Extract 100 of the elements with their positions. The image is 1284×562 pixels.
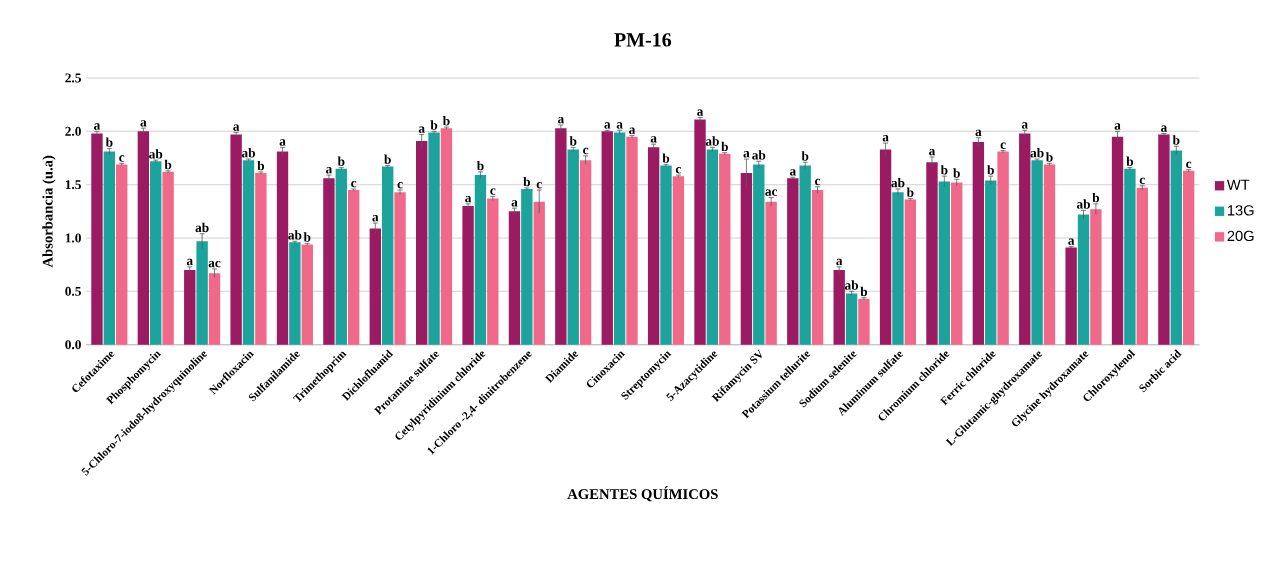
bar [1182,170,1195,345]
bar [1031,160,1043,345]
data-label: b [801,151,809,161]
bar [555,128,567,345]
data-label: b [987,165,994,175]
bar [428,132,440,345]
bar [613,132,626,345]
data-label: c [1186,161,1192,169]
bar [997,151,1009,345]
bar [1065,247,1077,345]
data-label: ab [149,149,163,159]
data-label: a [1068,238,1075,245]
data-label: ac [765,189,778,196]
bar [1090,209,1102,345]
bar [972,142,985,345]
bar [833,270,845,345]
data-label: b [569,136,577,146]
data-label: ac [208,260,221,268]
y-tick-label: 2.0 [65,126,81,136]
bar [938,181,951,345]
bar [579,160,592,345]
bar [706,149,719,345]
data-label: a [604,122,611,129]
bar [487,198,499,345]
data-label: a [697,109,704,116]
bar [335,168,347,345]
bar [323,178,335,345]
bar [1019,133,1031,345]
data-label: c [536,181,542,189]
data-label: b [860,286,868,297]
chart-title: PM-16 [614,33,672,47]
y-tick-label: 2.5 [65,73,81,83]
data-label: a [1114,123,1121,130]
data-label: b [337,156,345,166]
data-label: a [418,126,425,133]
data-label: a [1161,125,1168,132]
data-label: b [257,160,265,171]
bar [672,176,685,345]
data-label: ab [241,148,256,158]
data-label: a [929,148,936,156]
bar [184,270,196,345]
legend-label: 20G [1227,230,1254,242]
data-label: b [1045,152,1053,162]
data-label: c [1000,142,1006,149]
bar [162,171,174,345]
bar [647,147,660,345]
data-label: b [940,165,948,175]
data-label: b [1126,156,1134,166]
data-label: a [465,195,472,203]
data-label: b [442,116,450,126]
bar [858,298,870,345]
bar [462,206,474,345]
data-label: a [372,215,379,222]
bar [116,164,128,345]
data-label: c [675,167,681,174]
bar [879,149,892,345]
bar [242,160,255,345]
y-tick-label: 1.5 [65,180,81,190]
data-label: ab [1076,199,1091,209]
data-label: a [650,136,657,143]
bar [1136,187,1148,345]
bar [926,162,938,345]
data-label: b [662,153,670,163]
data-label: a [140,120,147,127]
bar [845,293,858,345]
bar [416,140,428,345]
bar [567,149,579,345]
data-label: ab [195,222,209,233]
data-label: ab [844,280,859,290]
bar [1043,164,1056,345]
data-label: b [523,176,531,187]
bar [381,166,394,345]
y-axis-title: Absorbancia (u.a) [42,155,56,268]
data-label: b [906,187,914,197]
data-label: a [1021,122,1028,129]
data-label: ab [1030,148,1044,158]
data-label: c [583,147,589,155]
bar [626,136,638,345]
x-axis-title: AGENTES QUÍMICOS [567,486,718,502]
bar [137,131,150,345]
bar [508,211,521,345]
bar [904,199,917,345]
bar [719,153,731,345]
bar [230,134,242,345]
bar [1158,134,1170,345]
bar [811,190,824,345]
bar [765,201,777,345]
data-label: b [164,159,172,170]
bar [1124,168,1136,345]
data-label: b [953,168,960,178]
data-label: b [384,154,391,164]
data-label: b [1092,192,1100,203]
data-label: a [616,122,623,129]
data-label: ab [752,150,766,160]
bar [301,244,313,345]
bar [533,201,545,345]
data-label: a [94,123,101,130]
data-label: a [326,167,333,174]
bar [289,242,301,345]
bar [1077,214,1090,345]
